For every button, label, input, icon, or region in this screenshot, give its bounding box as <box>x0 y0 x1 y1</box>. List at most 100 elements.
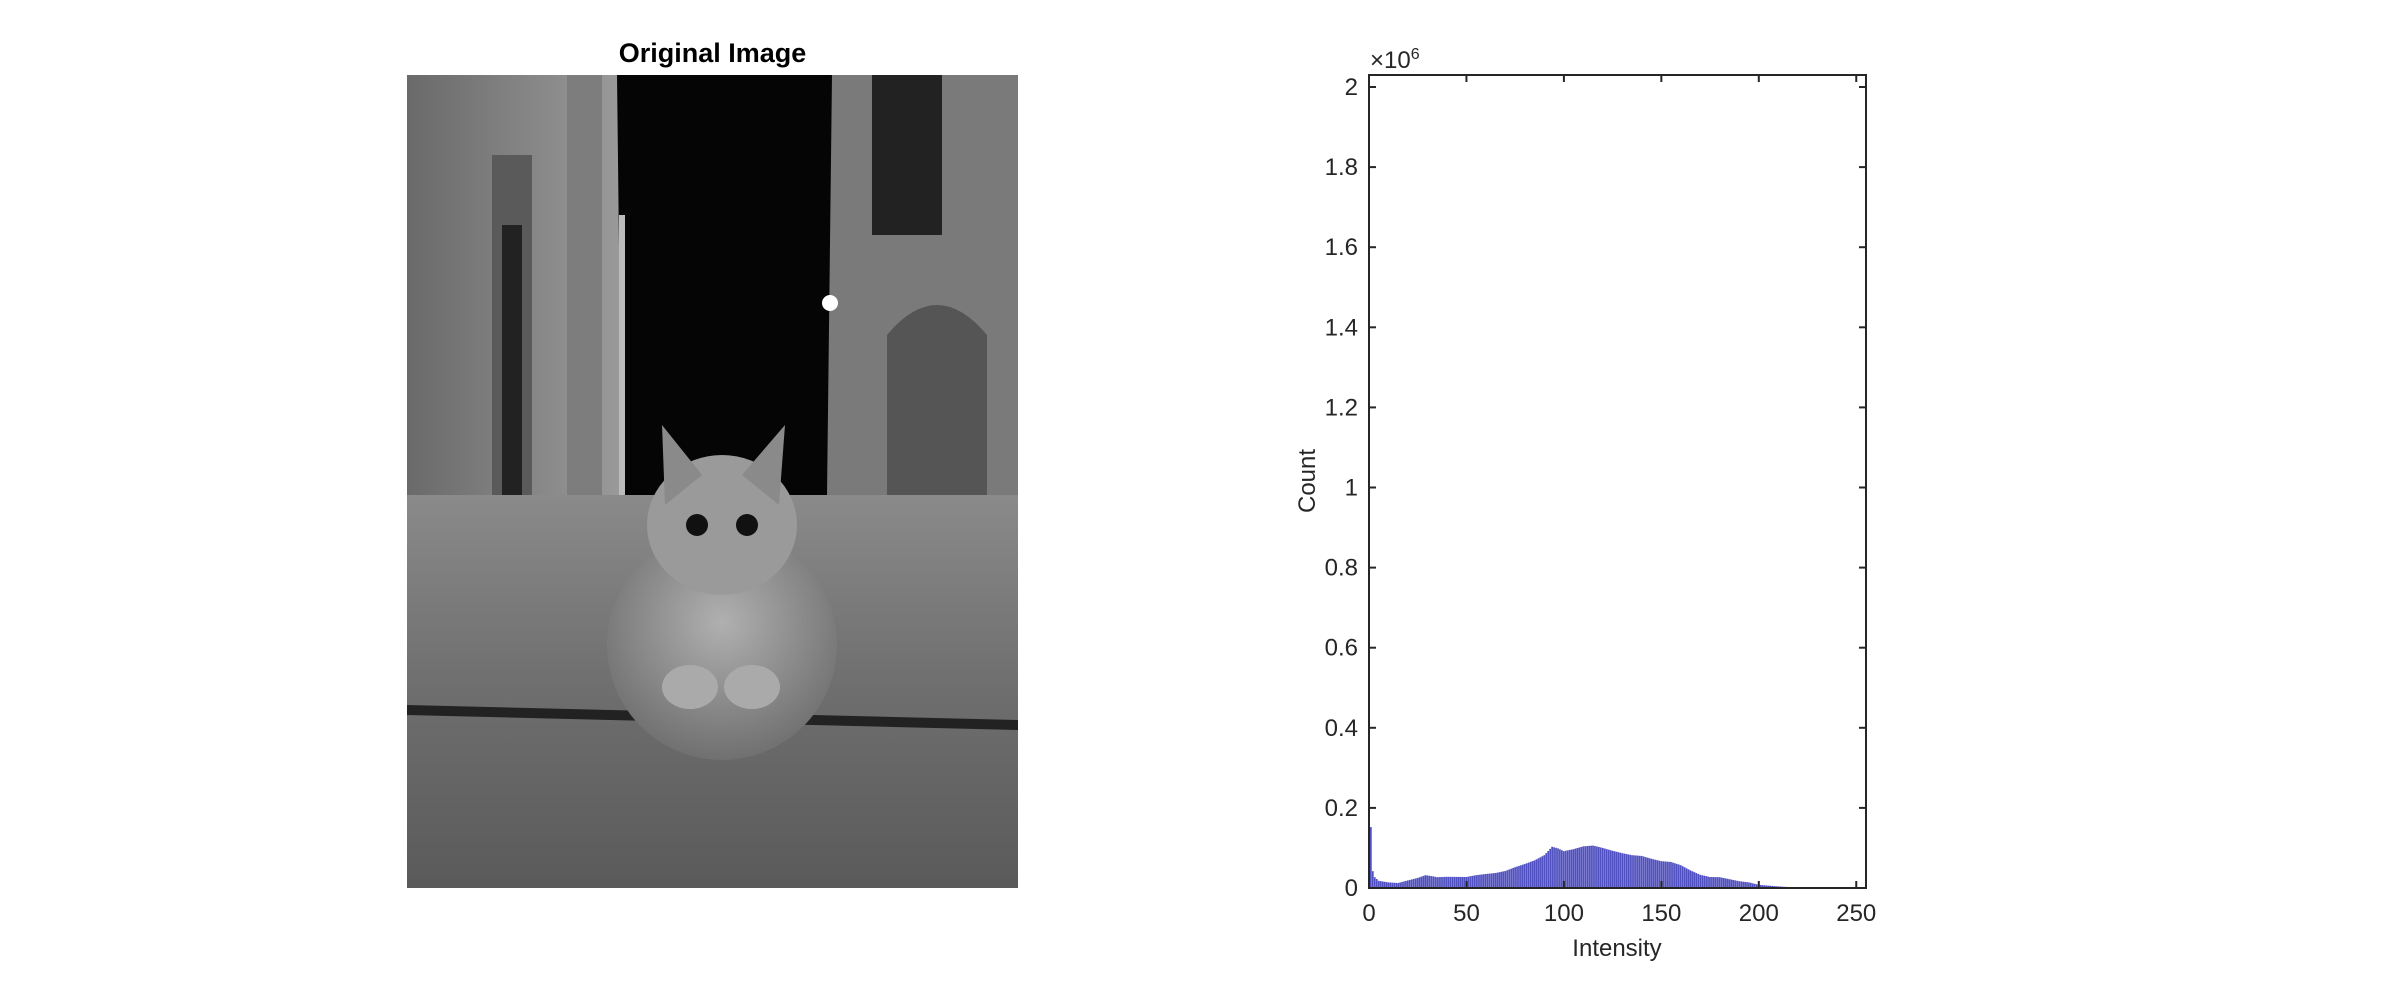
histogram-bar <box>1535 859 1538 888</box>
x-tick-label: 150 <box>1641 900 1681 927</box>
histogram-bar <box>1644 857 1647 888</box>
histogram-bar <box>1642 856 1645 888</box>
histogram-bar <box>1623 853 1626 888</box>
histogram-bar <box>1420 876 1423 888</box>
histogram-bar <box>1660 861 1663 888</box>
histogram-bar <box>1459 876 1462 888</box>
histogram-bar <box>1572 849 1575 888</box>
histogram-bar <box>1553 847 1555 888</box>
histogram-bar <box>1574 848 1577 888</box>
histogram-bar <box>1734 880 1737 888</box>
histogram-bar <box>1724 878 1727 888</box>
histogram-bar <box>1707 876 1709 888</box>
histogram-bar <box>1562 851 1565 888</box>
histogram-bar <box>1703 875 1706 888</box>
histogram-bar <box>1713 877 1715 888</box>
histogram-bar <box>1714 877 1717 888</box>
histogram-bar <box>1492 873 1495 888</box>
histogram-bar <box>1580 846 1583 888</box>
histogram-bar <box>1436 877 1438 888</box>
histogram-bar <box>1670 861 1672 888</box>
histogram-bar <box>1490 873 1493 888</box>
histogram-bar <box>1447 876 1450 888</box>
histogram-bar <box>1373 877 1376 888</box>
histogram-bar <box>1685 868 1688 888</box>
histogram-bar <box>1720 877 1723 888</box>
y-tick-label: 2 <box>1345 74 1358 101</box>
x-tick-label: 200 <box>1739 900 1779 927</box>
y-tick-label: 1.2 <box>1325 394 1358 421</box>
histogram-bar <box>1440 877 1442 888</box>
histogram-bar <box>1418 877 1421 888</box>
histogram-bar <box>1705 876 1707 888</box>
histogram-bar <box>1742 881 1744 888</box>
histogram-bar <box>1613 851 1616 888</box>
histogram-bar <box>1570 849 1573 888</box>
histogram-bar <box>1377 880 1380 888</box>
histogram-bar <box>1369 827 1372 888</box>
histogram-bar <box>1722 877 1725 888</box>
histogram-bar <box>1648 858 1651 888</box>
histogram-bar <box>1615 851 1618 888</box>
histogram-bar <box>1656 860 1659 888</box>
histogram-bar <box>1617 852 1620 888</box>
histogram-bar <box>1473 875 1476 888</box>
histogram-bar <box>1551 846 1553 888</box>
histogram-bar <box>1463 876 1466 888</box>
histogram-bar <box>1584 846 1587 888</box>
histogram-bar <box>1691 871 1694 888</box>
histogram-bar <box>1500 871 1503 888</box>
histogram-bars <box>1369 147 1867 888</box>
histogram-bar <box>1759 884 1762 888</box>
histogram-bar <box>1761 885 1764 888</box>
histogram-bar <box>1599 847 1602 888</box>
histogram-bar <box>1557 848 1559 888</box>
histogram-bar <box>1529 861 1532 888</box>
histogram-bar <box>1697 873 1700 888</box>
histogram-bar <box>1397 882 1400 888</box>
y-tick-label: 1.6 <box>1325 234 1358 261</box>
histogram-bar <box>1650 858 1653 888</box>
histogram-bar <box>1652 859 1655 888</box>
histogram-bar <box>1471 875 1474 888</box>
histogram-bar <box>1746 882 1748 888</box>
histogram-bar <box>1424 875 1427 888</box>
histogram-bar <box>1726 878 1729 888</box>
histogram-bar <box>1498 872 1501 888</box>
histogram-bar <box>1716 877 1719 888</box>
histogram-bar <box>1611 850 1614 888</box>
histogram-bar <box>1451 876 1454 888</box>
y-tick-label: 0.8 <box>1325 555 1358 582</box>
histogram-bar <box>1481 874 1483 888</box>
histogram-bar <box>1520 865 1522 888</box>
histogram-bar <box>1461 876 1464 888</box>
image-title: Original Image <box>618 38 807 68</box>
histogram-bar <box>1405 880 1407 888</box>
histogram-bar <box>1442 876 1444 888</box>
histogram-bar <box>1407 880 1409 888</box>
histogram-bar <box>1744 881 1746 888</box>
y-tick-label: 0 <box>1345 875 1358 902</box>
histogram-bar <box>1627 854 1629 888</box>
histogram-bar <box>1438 877 1440 888</box>
histogram-bar <box>1527 862 1530 888</box>
histogram-bar <box>1568 849 1571 888</box>
histogram-bar <box>1631 855 1633 888</box>
histogram-bar <box>1496 872 1499 888</box>
plot-box <box>1368 74 1867 889</box>
histogram-bar <box>1607 849 1610 888</box>
histogram-bar <box>1449 876 1452 888</box>
histogram-bar <box>1681 866 1684 888</box>
histogram-bar <box>1375 878 1378 888</box>
histogram-bar <box>1594 846 1596 888</box>
histogram-bar <box>1693 872 1696 888</box>
histogram-bar <box>1699 874 1702 888</box>
histogram-bar <box>1514 867 1516 888</box>
histogram-bar <box>1740 881 1743 888</box>
y-tick-label: 1.8 <box>1325 154 1358 181</box>
histogram-bar <box>1590 845 1592 888</box>
histogram-bar <box>1695 873 1698 888</box>
histogram-bar <box>1475 875 1477 888</box>
histogram-bar <box>1560 850 1563 888</box>
